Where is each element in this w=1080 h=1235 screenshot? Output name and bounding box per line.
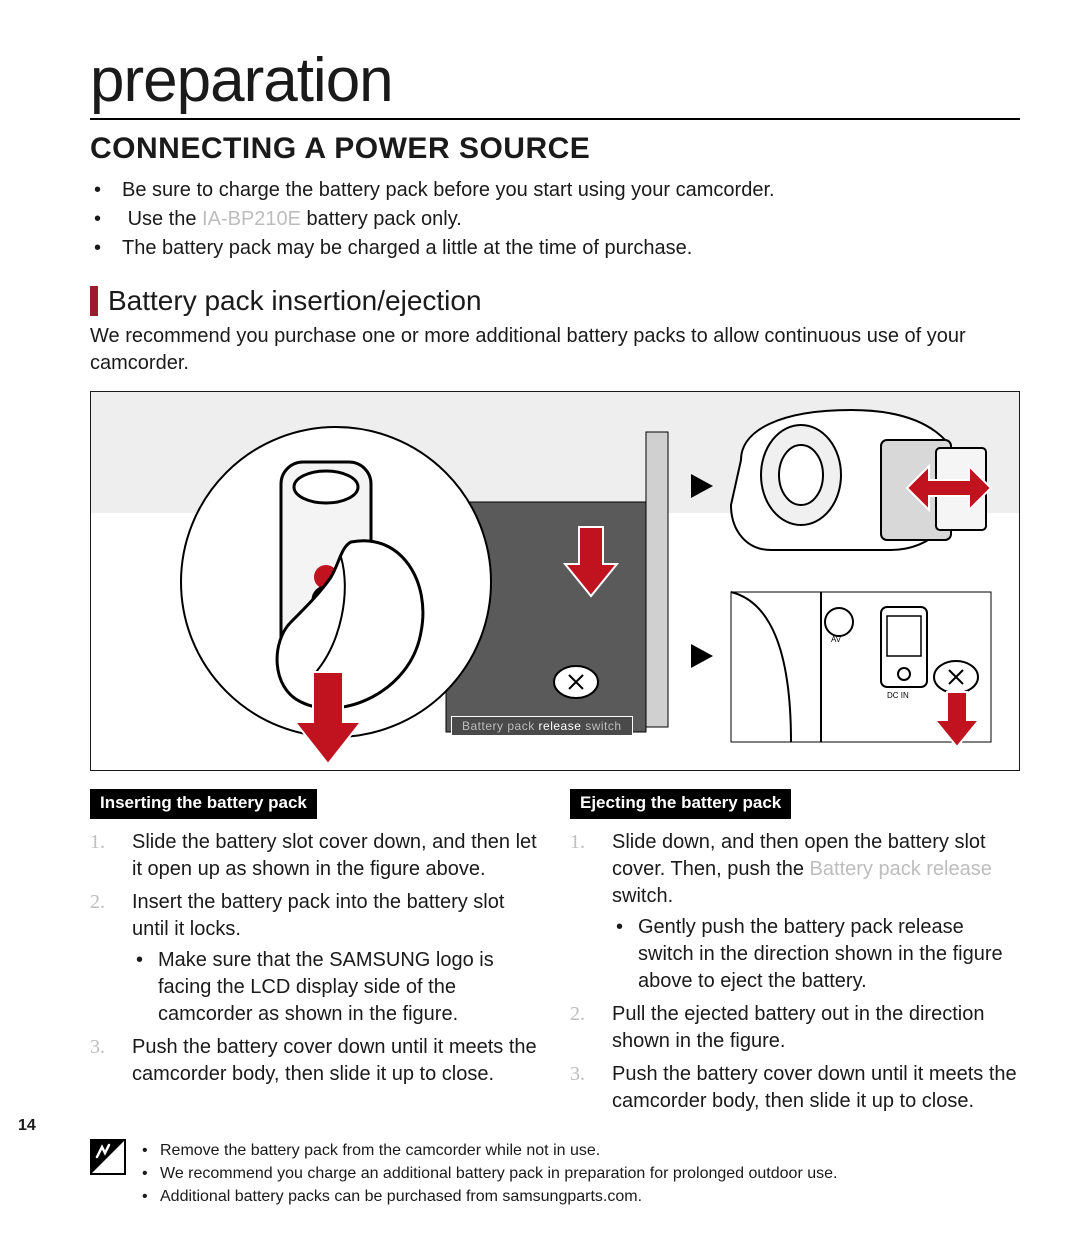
intro-item: The battery pack may be charged a little… xyxy=(122,234,1020,263)
step: 2. Pull the ejected battery out in the di… xyxy=(570,1001,1020,1055)
intro-text: The battery pack may be charged a little… xyxy=(122,237,692,259)
intro-faded: IA-BP210E xyxy=(202,208,301,230)
step-faded: Battery pack release xyxy=(810,858,992,880)
eject-steps: 1. Slide down, and then open the battery… xyxy=(570,829,1020,1115)
subheading: Battery pack insertion/ejection xyxy=(108,285,482,317)
intro-list: Be sure to charge the battery pack befor… xyxy=(90,176,1020,263)
step-sublist: Gently push the battery pack release swi… xyxy=(612,914,1020,995)
figure-label: Battery pack release switch xyxy=(451,716,633,736)
step-num: 3. xyxy=(570,1061,598,1115)
subheading-row: Battery pack insertion/ejection xyxy=(90,285,1020,317)
step: 3. Push the battery cover down until it m… xyxy=(90,1034,540,1088)
step-text: Push the battery cover down until it mee… xyxy=(612,1061,1020,1115)
page-number: 14 xyxy=(18,1117,36,1135)
step: 2. Insert the battery pack into the batt… xyxy=(90,889,540,1028)
eject-title: Ejecting the battery pack xyxy=(570,789,791,819)
step: 1. Slide the battery slot cover down, and… xyxy=(90,829,540,883)
note-item: Additional battery packs can be purchase… xyxy=(160,1185,837,1208)
sub-intro: We recommend you purchase one or more ad… xyxy=(90,323,1020,377)
svg-text:AV: AV xyxy=(831,635,842,644)
step-body: Insert the battery pack into the battery… xyxy=(132,889,540,1028)
note-item: Remove the battery pack from the camcord… xyxy=(160,1139,837,1162)
figure-label-mid: release xyxy=(539,719,582,733)
step: 3. Push the battery cover down until it m… xyxy=(570,1061,1020,1115)
step-text: switch. xyxy=(612,885,673,907)
note-item: We recommend you charge an additional ba… xyxy=(160,1162,837,1185)
figure-label-pre: Battery pack xyxy=(462,719,539,733)
step-text: Slide the battery slot cover down, and t… xyxy=(132,829,540,883)
step-body: Slide down, and then open the battery sl… xyxy=(612,829,1020,995)
step-sublist: Make sure that the SAMSUNG logo is facin… xyxy=(132,947,540,1028)
step-num: 2. xyxy=(90,889,118,1028)
intro-item: Be sure to charge the battery pack befor… xyxy=(122,176,1020,205)
figure-illustration: AV DC IN xyxy=(91,392,1019,772)
figure-label-post: switch xyxy=(581,719,621,733)
step-text: Pull the ejected battery out in the dire… xyxy=(612,1001,1020,1055)
step-num: 3. xyxy=(90,1034,118,1088)
step: 1. Slide down, and then open the battery… xyxy=(570,829,1020,995)
eject-column: Ejecting the battery pack 1. Slide down,… xyxy=(570,789,1020,1121)
intro-item: Use the IA-BP210E battery pack only. xyxy=(122,205,1020,234)
insert-steps: 1. Slide the battery slot cover down, and… xyxy=(90,829,540,1088)
note-icon xyxy=(90,1139,126,1175)
step-num: 1. xyxy=(570,829,598,995)
step-subitem: Gently push the battery pack release swi… xyxy=(638,914,1020,995)
insert-title: Inserting the battery pack xyxy=(90,789,317,819)
step-text: Insert the battery pack into the battery… xyxy=(132,891,504,940)
figure-box: AV DC IN Battery pack release switch xyxy=(90,391,1020,771)
note-box: Remove the battery pack from the camcord… xyxy=(90,1139,1020,1209)
intro-text: Be sure to charge the battery pack befor… xyxy=(122,179,775,201)
step-num: 1. xyxy=(90,829,118,883)
page-title: preparation xyxy=(90,50,1020,120)
instruction-columns: Inserting the battery pack 1. Slide the b… xyxy=(90,789,1020,1121)
step-subitem: Make sure that the SAMSUNG logo is facin… xyxy=(158,947,540,1028)
svg-text:DC IN: DC IN xyxy=(887,691,909,700)
accent-bar xyxy=(90,286,98,316)
step-text: Push the battery cover down until it mee… xyxy=(132,1034,540,1088)
insert-column: Inserting the battery pack 1. Slide the b… xyxy=(90,789,540,1121)
step-num: 2. xyxy=(570,1001,598,1055)
intro-text: battery pack only. xyxy=(301,208,462,230)
section-heading: CONNECTING A POWER SOURCE xyxy=(90,132,1020,166)
notes-list: Remove the battery pack from the camcord… xyxy=(140,1139,837,1209)
intro-text: Use the xyxy=(128,208,202,230)
